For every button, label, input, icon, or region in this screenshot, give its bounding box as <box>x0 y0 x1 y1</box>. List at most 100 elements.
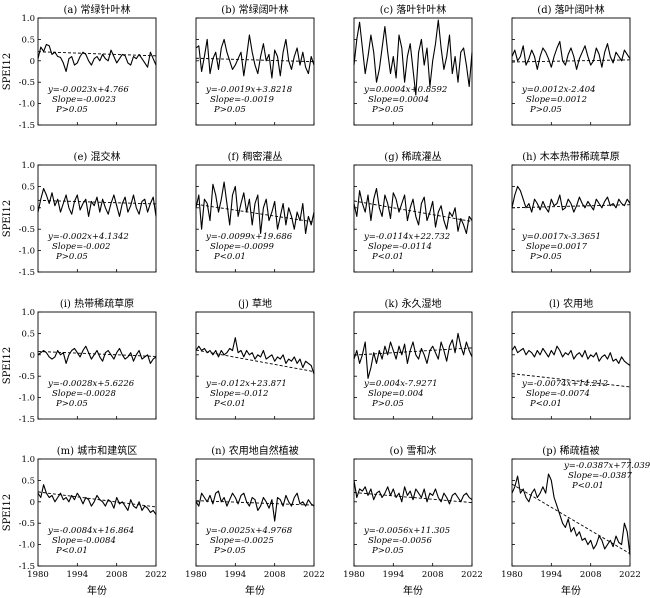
panel-j-series-line <box>195 337 315 375</box>
panel-b-title: (b) 常绿阔叶林 <box>221 3 288 16</box>
panel-h-annotation-line: Slope=0.0017 <box>526 242 588 252</box>
panel-k-annotation-line: y=0.004x-7.9271 <box>363 379 438 389</box>
panel-a-annotation-line: Slope=-0.0023 <box>52 95 116 105</box>
panel-j-annotation-line: Slope=-0.012 <box>210 389 268 399</box>
panel-i-annotation-line: Slope=-0.0028 <box>52 389 116 399</box>
panel-m-ytick-label: 1.0 <box>21 455 35 465</box>
panel-e-ytick-label: -0.5 <box>19 225 35 235</box>
panel-c-series-line <box>353 19 473 96</box>
panel-m-xtick-label: 1994 <box>67 570 89 580</box>
panel-h-annotation-line: P>0.05 <box>529 252 562 262</box>
panel-c-annotation-line: Slope=0.0004 <box>368 95 429 105</box>
panel-n-xtick-label: 1980 <box>185 570 207 580</box>
y-axis-label-row-3: SPEI12 <box>2 347 13 385</box>
panel-m-annotation-line: Slope=-0.0084 <box>52 536 116 546</box>
panel-a-frame <box>37 17 157 126</box>
panel-f-frame <box>195 164 315 273</box>
panel-a-ytick-label: -1.0 <box>19 100 35 110</box>
panel-g-annotation-line: Slope=-0.0114 <box>368 242 432 252</box>
panel-p-xtick-label: 1994 <box>541 570 563 580</box>
panel-o-xtick-label: 2022 <box>461 570 483 580</box>
panel-n-annotation-line: P>0.05 <box>213 546 246 556</box>
panel-b-annotation-line: P>0.05 <box>213 105 246 115</box>
panel-g-frame <box>353 164 473 273</box>
panel-o-annotation-line: P>0.05 <box>371 546 404 556</box>
panel-i-frame <box>37 311 157 420</box>
panel-d-frame <box>511 17 631 126</box>
panel-a-ytick-label: 1.0 <box>21 14 35 24</box>
panel-p-xtick-label: 2008 <box>580 570 602 580</box>
panel-i-ytick-label: -1.5 <box>19 415 35 425</box>
panel-d-series-line <box>511 40 631 70</box>
panel-i-ytick-label: -0.5 <box>19 372 35 382</box>
panel-n-frame <box>195 458 315 567</box>
panel-i-annotation-line: P>0.05 <box>55 399 88 409</box>
panel-e-ytick-label: -1.0 <box>19 247 35 257</box>
panel-j-annotation-line: y=-0.012x+23.871 <box>205 379 287 389</box>
panel-b-annotation-line: y=-0.0019x+3.8218 <box>205 85 293 95</box>
panel-m-trend-line <box>37 491 157 508</box>
panel-e-title: (e) 混交林 <box>74 150 121 163</box>
panel-a-ytick-label: 0 <box>30 57 35 67</box>
panel-e-ytick-label: 0.5 <box>21 182 35 192</box>
panel-g-series-line <box>353 187 473 235</box>
panel-b-annotation-line: Slope=-0.0019 <box>210 95 274 105</box>
panel-o-xtick-label: 2008 <box>422 570 444 580</box>
panel-k-title: (k) 永久湿地 <box>384 297 441 310</box>
panel-o-frame <box>353 458 473 567</box>
panel-l-title: (l) 农用地 <box>549 297 593 310</box>
panel-p-xtick-label: 2022 <box>619 570 641 580</box>
panel-m-series-line <box>37 484 157 515</box>
panel-b-frame <box>195 17 315 126</box>
x-axis-label-col-2: 年份 <box>245 584 265 597</box>
panel-d-annotation-line: P>0.05 <box>529 105 562 115</box>
y-axis-label-row-2: SPEI12 <box>2 200 13 238</box>
panel-m-xtick-label: 1980 <box>27 570 49 580</box>
panel-d-annotation-line: y=0.0012x-2.404 <box>521 85 596 95</box>
panel-m-xtick-label: 2022 <box>145 570 167 580</box>
panel-o-annotation-line: y=-0.0056x+11.305 <box>363 526 450 536</box>
y-axis-label-row-4: SPEI12 <box>2 494 13 532</box>
panel-p-annotation-line: y=-0.0387x+77.039 <box>563 461 650 471</box>
panel-a-ytick-label: -0.5 <box>19 78 35 88</box>
panel-m-frame <box>37 458 157 567</box>
panel-i-annotation-line: y=-0.0028x+5.6226 <box>47 379 135 389</box>
panel-p-xtick-label: 1980 <box>501 570 523 580</box>
panel-i-ytick-label: 1.0 <box>21 308 35 318</box>
panel-h-series-line <box>511 185 631 213</box>
panel-o-xtick-label: 1994 <box>383 570 405 580</box>
panel-l-annotation-line: Slope=-0.0074 <box>526 389 590 399</box>
panel-n-xtick-label: 2008 <box>264 570 286 580</box>
panel-n-annotation-line: Slope=-0.0025 <box>210 536 274 546</box>
panel-o-annotation-line: Slope=-0.0056 <box>368 536 432 546</box>
panel-c-annotation-line: P>0.05 <box>371 105 404 115</box>
panel-m-title: (m) 城市和建筑区 <box>57 444 137 457</box>
panel-f-annotation-line: Slope=-0.0099 <box>210 242 274 252</box>
panel-i-ytick-label: 0.5 <box>21 329 35 339</box>
panel-m-annotation-line: y=-0.0084x+16.864 <box>47 526 134 536</box>
panel-d-title: (d) 落叶阔叶林 <box>537 3 604 16</box>
panel-p-annotation-line: Slope=-0.0387 <box>568 471 632 481</box>
panel-d-annotation-line: Slope=0.0012 <box>526 95 587 105</box>
panel-f-title: (f) 稠密灌丛 <box>228 150 283 163</box>
panel-g-annotation-line: y=-0.0114x+22.732 <box>363 232 450 242</box>
panel-f-annotation-line: y=-0.0099x+19.686 <box>205 232 293 242</box>
panel-h-title: (h) 木本热带稀疏草原 <box>522 150 619 163</box>
panel-e-annotation-line: y=-0.002x+4.1342 <box>47 232 129 242</box>
x-axis-label-col-3: 年份 <box>403 584 423 597</box>
panel-e-series-line <box>37 187 157 217</box>
panel-j-title: (j) 草地 <box>238 297 272 310</box>
panel-k-frame <box>353 311 473 420</box>
panel-g-title: (g) 稀疏灌丛 <box>384 150 441 163</box>
panel-j-annotation-line: P<0.01 <box>213 399 246 409</box>
panel-e-ytick-label: 0 <box>30 204 35 214</box>
panel-k-series-line <box>353 332 473 379</box>
y-axis-label-row-1: SPEI12 <box>2 53 13 91</box>
panel-e-annotation-line: Slope=-0.002 <box>52 242 110 252</box>
panel-e-ytick-label: 1.0 <box>21 161 35 171</box>
panel-f-series-line <box>195 181 315 235</box>
panel-b-series-line <box>195 34 315 79</box>
panel-n-xtick-label: 2022 <box>303 570 325 580</box>
panel-a-series-line <box>37 43 157 73</box>
